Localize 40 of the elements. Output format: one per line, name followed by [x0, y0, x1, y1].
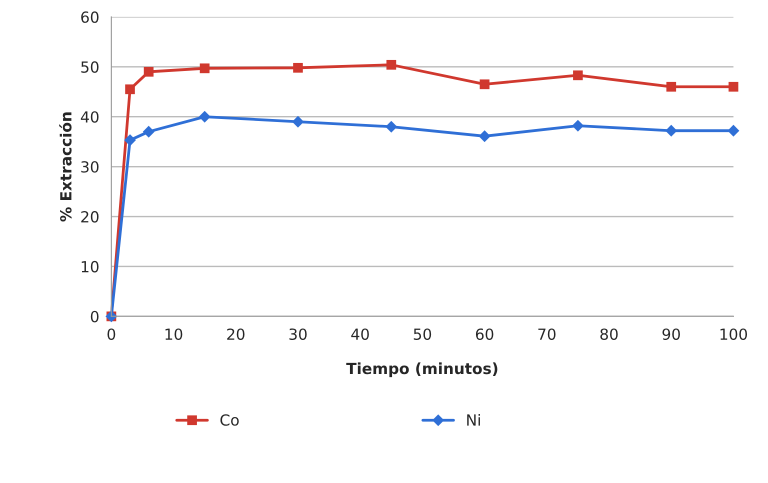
x-tick-label: 50	[414, 328, 432, 340]
x-tick-label: 90	[662, 328, 680, 340]
y-tick-label: 0	[90, 310, 99, 322]
y-tick-label: 20	[81, 211, 99, 223]
point	[200, 63, 210, 74]
y-tick-label: 60	[81, 11, 99, 23]
legend-label: Co	[220, 414, 239, 426]
x-tick-label: 70	[538, 328, 556, 340]
x-tick-label: 0	[108, 328, 116, 340]
y-tick-label: 30	[81, 161, 99, 173]
x-tick-label: 40	[351, 328, 369, 340]
y-axis-title: % Extracción	[59, 112, 72, 222]
y-tick-label: 10	[82, 260, 99, 272]
point	[665, 124, 678, 137]
point	[124, 134, 136, 146]
point	[666, 82, 676, 92]
point	[142, 126, 155, 138]
point	[728, 82, 738, 92]
x-tick-label: 20	[227, 328, 244, 340]
legend-label: Ni	[467, 414, 480, 426]
x-tick-label: 60	[476, 328, 494, 340]
point	[385, 120, 398, 133]
point	[478, 130, 490, 142]
x-tick-label: 10	[166, 328, 182, 340]
y-tick-label: 50	[81, 61, 99, 73]
point	[572, 120, 584, 132]
x-tick-label: 80	[600, 328, 618, 340]
x-tick-label: 100	[720, 328, 748, 340]
point	[728, 124, 740, 137]
point	[573, 70, 583, 80]
y-tick-label: 40	[80, 111, 99, 123]
point	[480, 79, 490, 90]
x-tick-label: 30	[289, 328, 307, 340]
point	[386, 60, 396, 70]
x-axis-title: Tiempo (minutos)	[346, 362, 498, 378]
point	[125, 84, 135, 94]
point	[198, 110, 211, 123]
point	[144, 66, 154, 77]
point	[293, 62, 303, 73]
point	[292, 116, 304, 128]
